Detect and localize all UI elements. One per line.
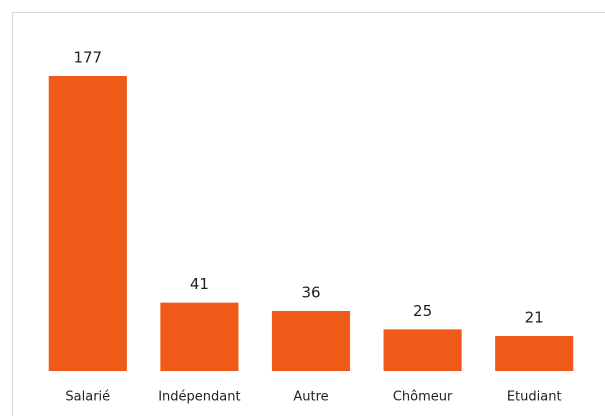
bar	[495, 336, 574, 371]
x-tick-label: Salarié	[65, 390, 110, 405]
x-tick-label: Chômeur	[393, 390, 453, 405]
x-tick-label: Indépendant	[158, 390, 240, 405]
data-label: 177	[73, 49, 102, 67]
bar	[271, 311, 351, 371]
data-label: 21	[525, 309, 544, 327]
x-tick-label: Autre	[293, 390, 328, 405]
bar	[48, 76, 127, 371]
chart-frame	[12, 12, 605, 416]
data-label: 25	[413, 302, 432, 320]
x-tick-label: Etudiant	[507, 390, 562, 405]
data-label: 36	[301, 284, 320, 302]
bar	[383, 329, 462, 371]
bar	[160, 302, 239, 371]
data-label: 41	[190, 275, 209, 293]
